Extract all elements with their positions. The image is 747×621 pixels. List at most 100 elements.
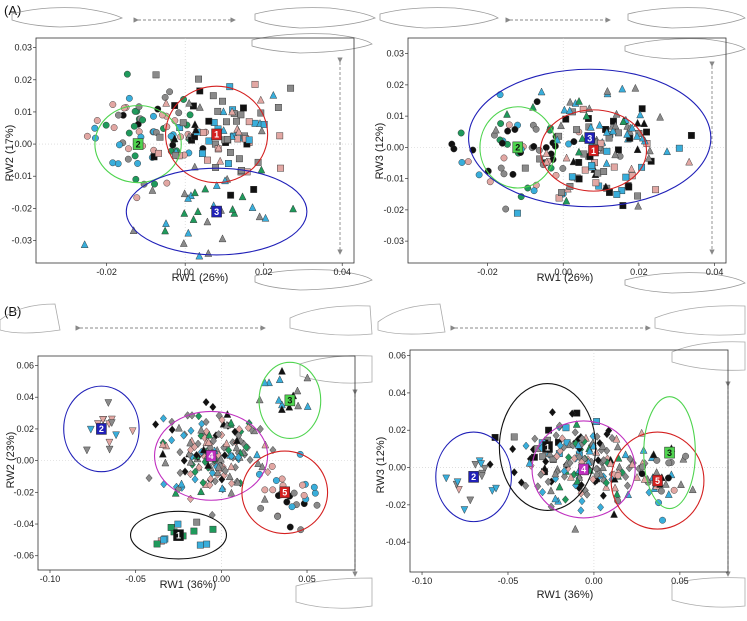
data-point [205,137,213,145]
data-point [199,445,208,454]
data-point [174,520,182,528]
data-point [589,475,597,484]
data-point [547,486,555,495]
data-point [595,120,604,129]
group-centroid-3 [664,446,675,459]
data-point [687,132,695,139]
data-point [251,80,259,88]
data-point [219,97,226,105]
data-point [300,492,308,499]
plot-frame [409,349,729,573]
data-point [234,453,242,462]
y-tick-label: 0.02 [14,75,32,85]
data-point [105,438,114,447]
data-point [605,134,613,142]
data-point [618,468,626,477]
data-point [227,462,236,471]
data-point [555,482,564,491]
data-point [206,480,214,490]
data-point [193,450,201,460]
data-point [221,451,229,460]
y-tick-label: 0.06 [16,361,34,371]
x-tick-label: 0.04 [706,267,724,277]
data-point [497,164,505,172]
y-tick-label: 0.00 [386,142,404,152]
fish-outline-icon [295,577,373,609]
data-point [168,425,176,434]
scatter-plot-a-left: RW1 (26%) RW2 (17%) -0.02 0.00 0.02 0.04 -0.… [4,37,355,284]
data-point [201,184,210,193]
data-point [186,438,195,447]
y-tick-label: -0.04 [13,519,34,529]
x-axis-label: RW1 (36%) [160,579,217,591]
fish-outline-icon [251,33,373,54]
data-point [269,445,277,455]
data-point [209,436,217,446]
data-point [116,141,123,149]
data-point [239,104,247,112]
data-point [628,123,637,132]
data-point [652,186,660,194]
group-label-1: 1 [545,442,550,452]
data-point [152,71,160,79]
data-point [561,495,569,504]
data-point [464,158,472,166]
data-point [600,456,608,465]
fish-outline-icon [624,38,746,60]
data-point [246,455,254,465]
data-point [618,187,626,195]
data-point [530,187,538,195]
data-point [161,458,170,467]
data-point [480,464,489,473]
data-point [619,202,627,210]
data-point [623,130,631,138]
data-point [218,484,227,492]
scatter-points [442,408,697,533]
group-label-5: 5 [655,476,660,486]
data-point [603,86,612,95]
data-point [184,194,192,202]
data-point [492,125,500,134]
data-point [168,417,176,427]
data-point [530,143,538,150]
data-point [657,487,665,495]
group-centroid-1 [542,441,553,453]
scatter-points [83,366,321,549]
data-point [256,95,265,104]
data-point [123,70,131,78]
data-point [606,459,615,467]
data-point [562,424,570,432]
data-point [611,150,620,159]
data-point [610,117,617,125]
data-point [150,112,157,120]
data-point [104,399,113,408]
data-point [622,173,630,181]
data-point [274,513,281,520]
data-point [161,226,169,235]
y-tick-label: 0.01 [14,107,32,117]
data-point [505,121,513,129]
data-point [285,402,294,411]
data-point [539,487,547,497]
data-point [151,180,158,188]
data-point [613,489,621,498]
data-point [186,111,194,119]
data-point [191,442,199,452]
data-point [274,104,282,111]
data-point [478,472,486,481]
scatter-points [448,83,695,217]
data-point [562,153,571,162]
data-point [204,156,211,164]
data-point [278,366,286,375]
data-point [162,98,171,107]
data-point [575,96,583,105]
group-ellipse-2 [435,431,512,523]
y-tick-label: 0.00 [16,456,34,466]
data-point [558,189,565,197]
data-point [460,506,469,514]
data-point [180,189,189,198]
group-centroid-2 [132,138,144,150]
data-point [638,470,646,478]
data-point [573,476,582,485]
x-tick-label: -0.05 [498,576,519,586]
